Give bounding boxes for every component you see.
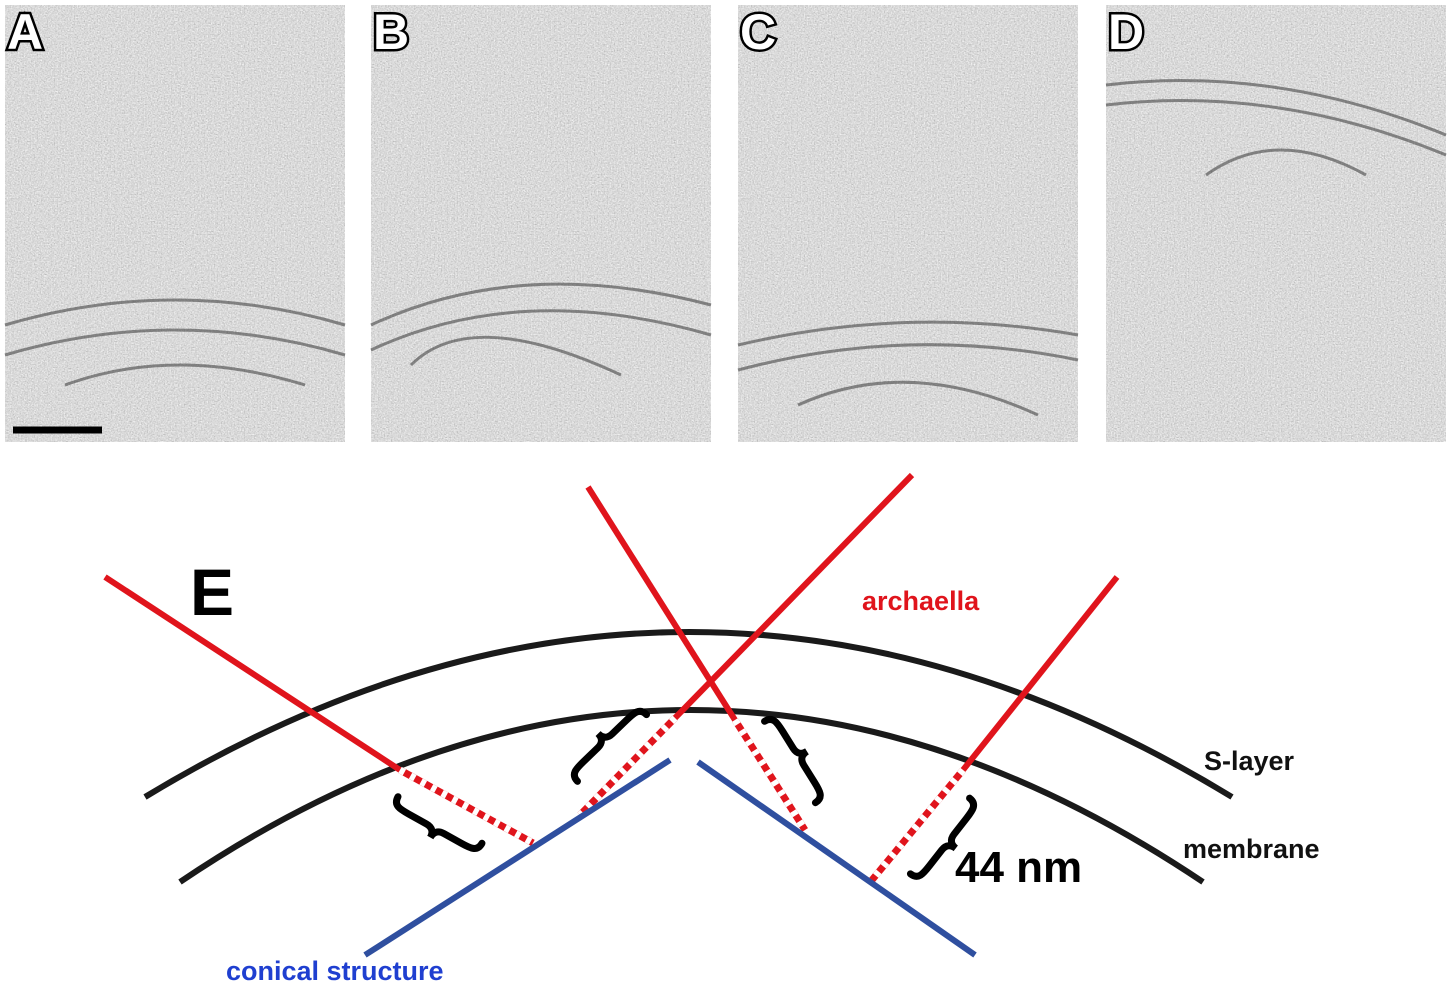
micrograph: A bbox=[5, 4, 345, 442]
figure: ABCD E archa bbox=[0, 0, 1452, 989]
micrograph: B bbox=[371, 4, 711, 442]
panel-label: C bbox=[740, 4, 776, 60]
micrograph-image bbox=[738, 5, 1078, 442]
conical-structure-lines bbox=[365, 760, 975, 955]
conical-structure-label: conical structure bbox=[226, 956, 444, 986]
micrograph-image bbox=[371, 5, 711, 442]
diagram: E archaella S-layer membrane conical str… bbox=[105, 475, 1320, 986]
micrograph-image bbox=[5, 5, 345, 442]
s-layer-curve bbox=[145, 632, 1232, 797]
archaella-label: archaella bbox=[862, 586, 980, 616]
micrograph-panels: A B C D bbox=[5, 4, 1446, 442]
distance-label: 44 nm bbox=[955, 843, 1082, 892]
panel-label: B bbox=[373, 4, 409, 60]
membrane-label: membrane bbox=[1183, 834, 1320, 864]
panel-label: E bbox=[190, 555, 234, 629]
s-layer-label: S-layer bbox=[1204, 746, 1295, 776]
braces bbox=[388, 700, 985, 886]
dashed-segments bbox=[400, 718, 963, 880]
micrograph-image bbox=[1106, 5, 1446, 442]
panel-label: A bbox=[7, 4, 43, 60]
micrograph: C bbox=[738, 4, 1078, 442]
micrograph: D bbox=[1106, 4, 1446, 442]
panel-label: D bbox=[1108, 4, 1144, 60]
archaella-lines bbox=[105, 475, 1117, 770]
